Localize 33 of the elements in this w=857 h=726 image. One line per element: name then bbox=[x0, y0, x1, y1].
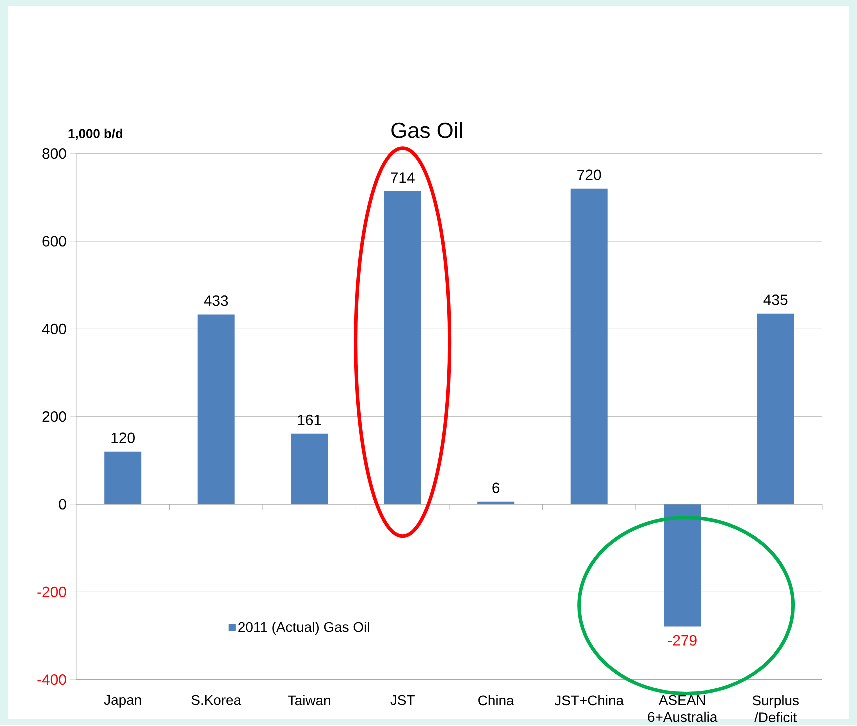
x-tick-label: Japan bbox=[104, 695, 142, 708]
bar bbox=[291, 434, 328, 505]
data-label: 6 bbox=[492, 482, 500, 494]
x-tick-label: Taiwan bbox=[288, 695, 330, 706]
data-label: 435 bbox=[764, 294, 788, 306]
data-label: -279 bbox=[668, 635, 697, 646]
y-tick-label: 200 bbox=[42, 412, 66, 422]
data-label: 120 bbox=[112, 432, 135, 444]
legend-label: 2011 (Actual) Gas Oil bbox=[238, 622, 370, 636]
y-tick-label: 400 bbox=[42, 324, 66, 335]
bar bbox=[198, 314, 235, 505]
chart-title: Gas Oil bbox=[392, 122, 462, 138]
data-label: 714 bbox=[391, 172, 415, 184]
bar bbox=[664, 504, 702, 627]
y-axis-title: 1,000 b/d bbox=[68, 128, 123, 140]
bar bbox=[384, 192, 422, 505]
x-tick-label: China bbox=[478, 695, 514, 706]
x-tick-label: JST bbox=[390, 695, 415, 706]
data-label: 720 bbox=[578, 170, 602, 180]
bar bbox=[104, 452, 142, 505]
y-tick-label: -200 bbox=[38, 586, 66, 598]
x-tick-label: Surplus /Deficit bbox=[752, 695, 799, 723]
x-tick-label: ASEAN 6+Australia bbox=[648, 695, 718, 722]
y-tick-label: -400 bbox=[38, 674, 66, 686]
y-tick-label: 600 bbox=[42, 236, 66, 247]
data-label: 161 bbox=[298, 414, 322, 426]
data-label: 433 bbox=[204, 296, 228, 306]
bar bbox=[570, 188, 608, 505]
bar bbox=[757, 314, 794, 505]
x-tick-label: S.Korea bbox=[192, 695, 242, 706]
x-tick-label: JST+China bbox=[554, 695, 624, 706]
y-tick-label: 800 bbox=[42, 148, 66, 160]
y-tick-label: 0 bbox=[59, 499, 66, 510]
